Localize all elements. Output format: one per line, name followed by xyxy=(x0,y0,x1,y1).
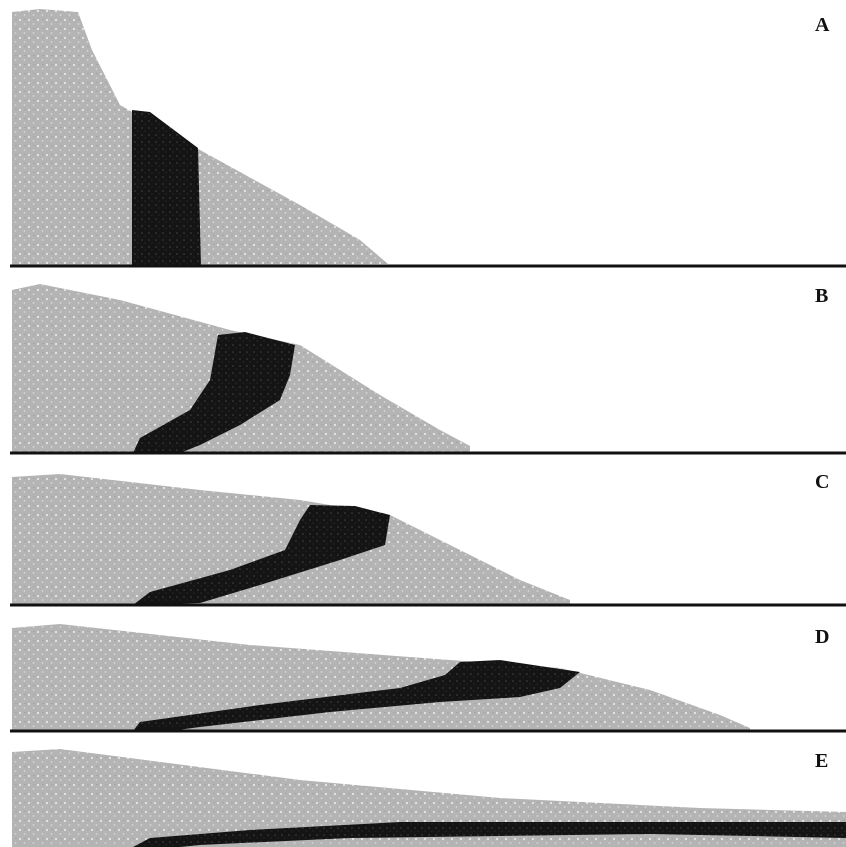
marker-layer xyxy=(133,332,295,453)
panel-label: C xyxy=(815,471,829,493)
panel-e: E xyxy=(12,749,846,847)
marker-layer xyxy=(133,505,390,605)
panel-label: E xyxy=(815,750,828,772)
panel-label: D xyxy=(815,626,829,648)
panel-d: D xyxy=(10,624,846,733)
panel-b: B xyxy=(10,284,846,455)
granular-pile xyxy=(12,624,750,731)
marker-layer xyxy=(132,110,201,266)
marker-layer xyxy=(133,660,580,731)
granular-pile xyxy=(12,9,388,266)
panel-label: A xyxy=(815,14,830,36)
panel-label: B xyxy=(815,285,828,307)
panel-c: C xyxy=(10,471,846,607)
marker-layer xyxy=(133,822,846,847)
panel-a: A xyxy=(10,9,846,268)
